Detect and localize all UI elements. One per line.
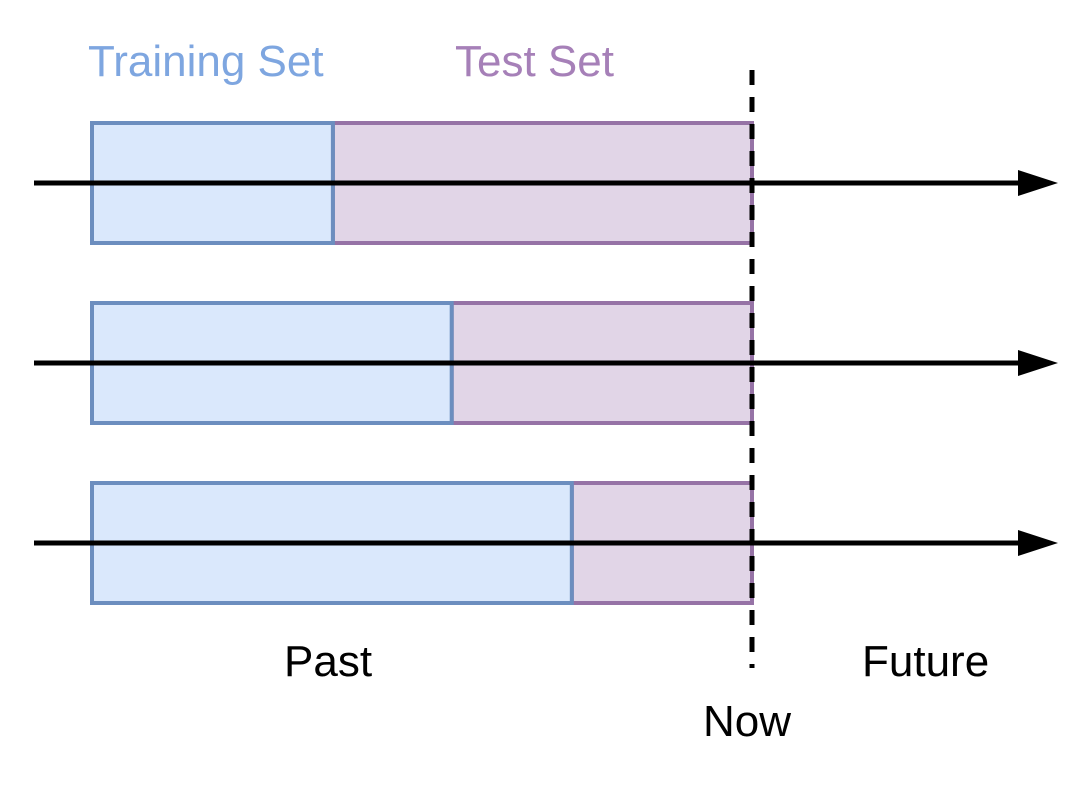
- training-set-legend: Training Set: [88, 37, 324, 86]
- split-row-2: [34, 301, 1058, 425]
- split-row-3: [34, 481, 1058, 605]
- now-label: Now: [703, 697, 792, 746]
- split-row-1: [34, 121, 1058, 245]
- time-axis-arrowhead: [1018, 170, 1058, 196]
- split-rows: [34, 121, 1058, 605]
- past-label: Past: [284, 637, 373, 686]
- time-axis-arrowhead: [1018, 530, 1058, 556]
- time-axis-arrowhead: [1018, 350, 1058, 376]
- test-set-legend: Test Set: [455, 37, 614, 86]
- future-label: Future: [862, 637, 990, 686]
